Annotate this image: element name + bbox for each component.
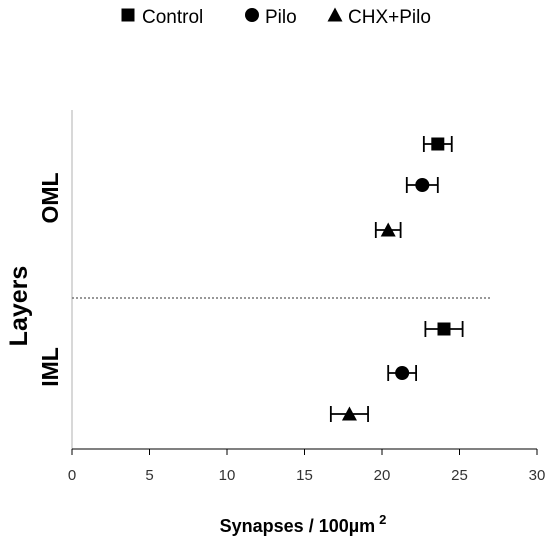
- legend-label-pilo: Pilo: [265, 7, 297, 28]
- y-axis-title: Layers: [5, 266, 33, 347]
- legend-item-pilo: Pilo: [245, 7, 297, 28]
- x-tick-label: 5: [145, 467, 153, 484]
- x-tick-label: 15: [296, 467, 313, 484]
- data-point-circle-iml: [395, 366, 410, 380]
- plot-area: 0 5 10 15 20 25 30 OML IML: [37, 110, 545, 484]
- data-point-circle-oml: [415, 178, 430, 192]
- legend-item-control: Control: [121, 7, 203, 28]
- data-point-square-oml: [431, 137, 445, 151]
- legend-symbol-square: [121, 8, 135, 22]
- legend-marker-control: [121, 8, 135, 22]
- legend-label-control: Control: [142, 7, 203, 28]
- legend-marker-pilo: [245, 8, 259, 22]
- data-point-square-iml: [437, 322, 451, 336]
- category-label-iml: IML: [37, 347, 63, 387]
- x-tick-label: 25: [451, 467, 468, 484]
- x-tick-label: 0: [68, 467, 76, 484]
- legend-item-chx-pilo: CHX+Pilo: [327, 7, 431, 28]
- x-tick-label: 20: [374, 467, 391, 484]
- legend: Control Pilo CHX+Pilo: [121, 7, 431, 28]
- data-point-triangle-oml: [380, 222, 396, 237]
- legend-symbol-triangle: [327, 7, 343, 22]
- x-axis-title: Synapses / 100µm 2: [220, 512, 387, 536]
- legend-symbol-circle: [245, 8, 259, 22]
- data-point-triangle-iml: [341, 406, 357, 421]
- legend-label-chx-pilo: CHX+Pilo: [348, 7, 431, 28]
- legend-marker-chx-pilo: [327, 7, 343, 22]
- x-axis-title-text: Synapses / 100µm: [220, 516, 375, 536]
- category-label-oml: OML: [37, 172, 63, 223]
- x-tick-label: 10: [219, 467, 236, 484]
- x-tick-label: 30: [529, 467, 546, 484]
- x-axis-title-superscript: 2: [379, 512, 386, 527]
